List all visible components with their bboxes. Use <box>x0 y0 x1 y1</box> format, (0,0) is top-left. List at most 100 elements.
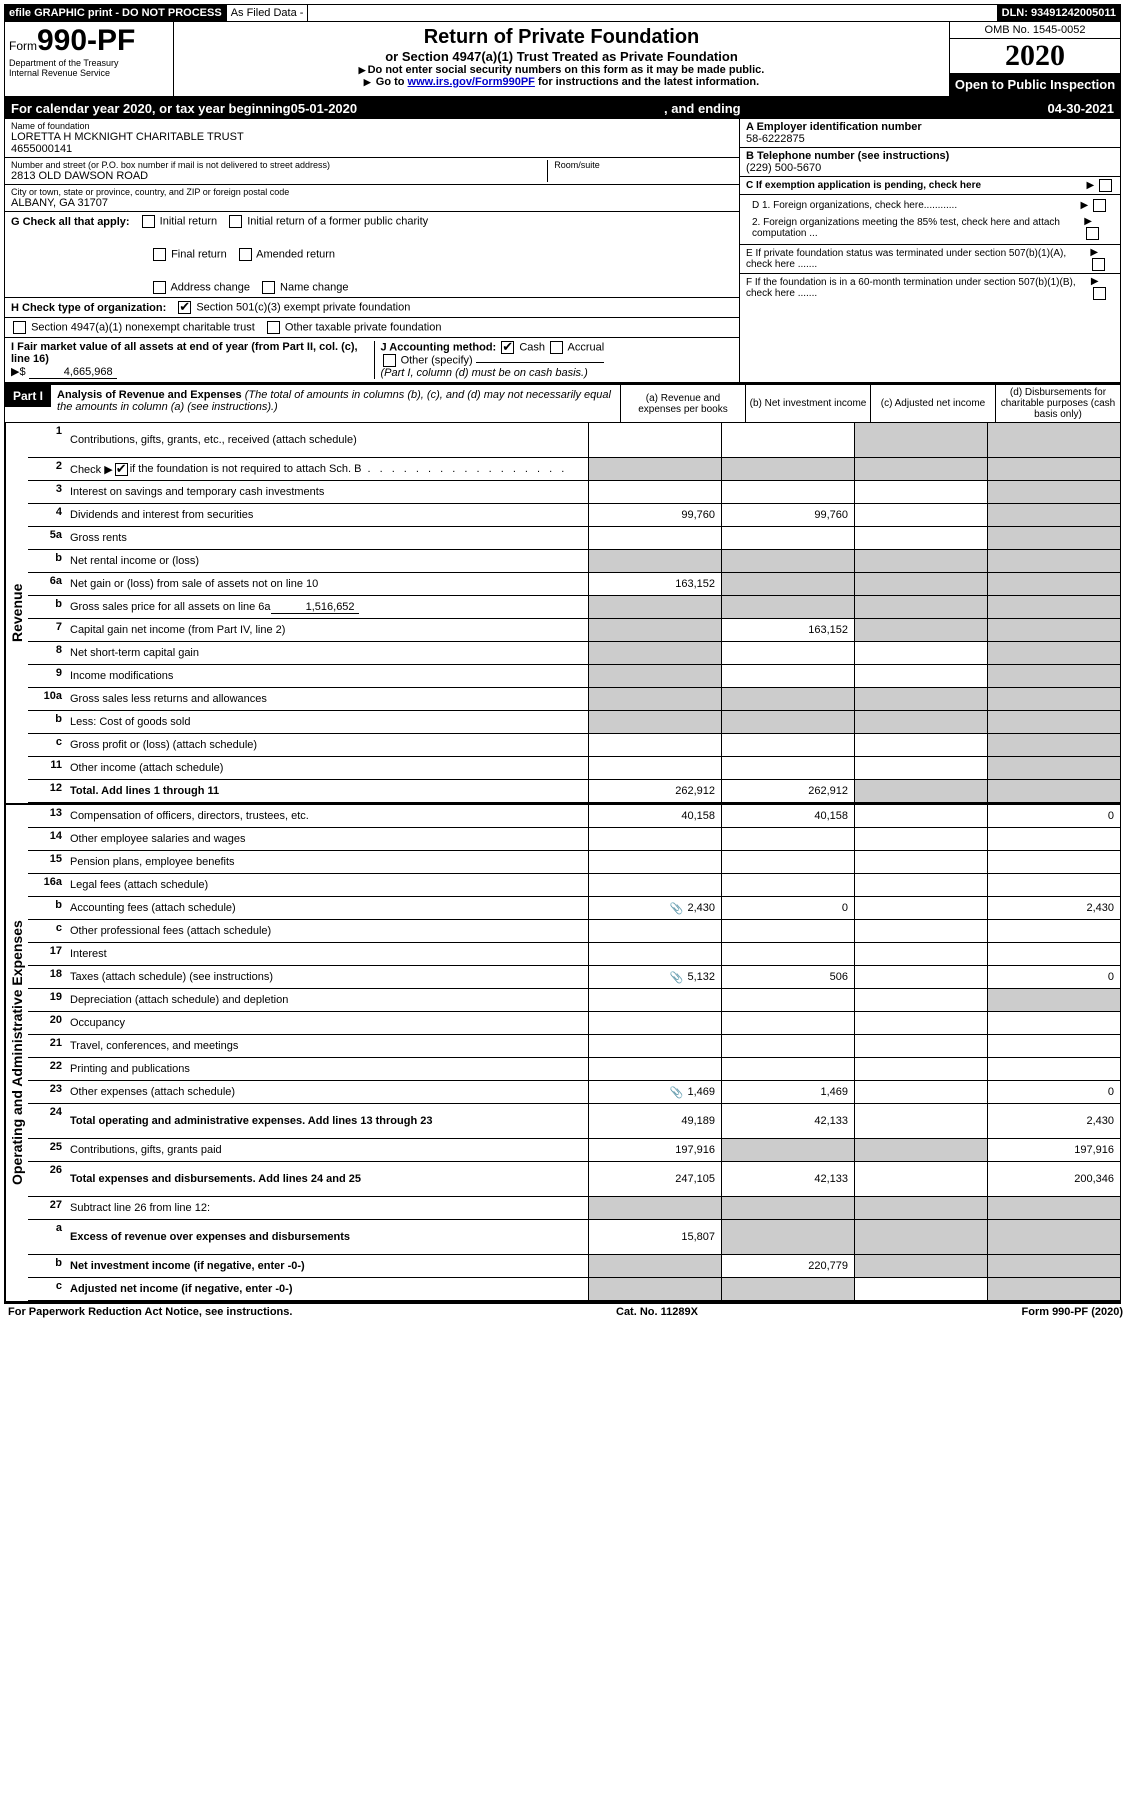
cell-c <box>854 573 987 595</box>
cell-d <box>987 596 1120 618</box>
initial-former-checkbox[interactable] <box>229 215 242 228</box>
cell-b <box>721 1058 854 1080</box>
row-num: 20 <box>28 1012 66 1034</box>
row-num: 14 <box>28 828 66 850</box>
cell-d: 0 <box>987 805 1120 827</box>
col-d-header: (d) Disbursements for charitable purpose… <box>995 385 1120 422</box>
cell-b: 220,779 <box>721 1255 854 1277</box>
cell-d <box>987 481 1120 503</box>
cell-a <box>588 619 721 641</box>
attach-icon[interactable] <box>670 971 688 984</box>
60month-checkbox[interactable] <box>1093 287 1106 300</box>
row-r12: 12Total. Add lines 1 through 11262,91226… <box>28 780 1120 803</box>
final-return-checkbox[interactable] <box>153 248 166 261</box>
row-r13: 13Compensation of officers, directors, t… <box>28 805 1120 828</box>
row-r5b: bNet rental income or (loss) <box>28 550 1120 573</box>
4947a1-checkbox[interactable] <box>13 321 26 334</box>
ein-value: 58-6222875 <box>746 133 805 145</box>
accrual-checkbox[interactable] <box>550 341 563 354</box>
col-b-header: (b) Net investment income <box>745 385 870 422</box>
row-num: 1 <box>28 423 66 457</box>
row-r27a: aExcess of revenue over expenses and dis… <box>28 1220 1120 1255</box>
cell-d: 0 <box>987 966 1120 988</box>
cell-a: 1,469 <box>588 1081 721 1103</box>
top-bar: efile GRAPHIC print - DO NOT PROCESS As … <box>5 5 1120 22</box>
row-desc: Adjusted net income (if negative, enter … <box>66 1278 588 1300</box>
attach-icon[interactable] <box>670 1086 688 1099</box>
name-change-checkbox[interactable] <box>262 281 275 294</box>
cell-b <box>721 734 854 756</box>
cell-b: 262,912 <box>721 780 854 802</box>
attach-icon[interactable] <box>670 902 688 915</box>
row-desc: Subtract line 26 from line 12: <box>66 1197 588 1219</box>
row-desc: Total. Add lines 1 through 11 <box>66 780 588 802</box>
row-num: 2 <box>28 458 66 480</box>
name-cell: Name of foundation LORETTA H MCKNIGHT CH… <box>5 119 739 158</box>
part1-header: Part I Analysis of Revenue and Expenses … <box>5 383 1120 423</box>
form-prefix: Form <box>9 39 37 53</box>
cell-b <box>721 851 854 873</box>
h-label: H Check type of organization: <box>11 302 166 314</box>
as-filed-label: As Filed Data - <box>227 5 309 21</box>
address-change-checkbox[interactable] <box>153 281 166 294</box>
other-specify-input[interactable] <box>476 362 604 363</box>
instructions-link[interactable]: www.irs.gov/Form990PF <box>408 76 535 88</box>
row-num: b <box>28 550 66 572</box>
cell-a <box>588 1012 721 1034</box>
cell-a <box>588 458 721 480</box>
cell-d: 197,916 <box>987 1139 1120 1161</box>
cell-d <box>987 757 1120 779</box>
cell-a <box>588 550 721 572</box>
name-label: Name of foundation <box>11 121 733 131</box>
cell-d <box>987 1012 1120 1034</box>
cell-c <box>854 665 987 687</box>
row-num: 6a <box>28 573 66 595</box>
cell-b <box>721 423 854 457</box>
j-note: (Part I, column (d) must be on cash basi… <box>381 367 588 379</box>
form-header: Form990-PF Department of the Treasury In… <box>5 22 1120 98</box>
row-r11: 11Other income (attach schedule) <box>28 757 1120 780</box>
row-desc: Interest on savings and temporary cash i… <box>66 481 588 503</box>
cal-prefix: For calendar year 2020, or tax year begi… <box>11 101 291 116</box>
col-c-header: (c) Adjusted net income <box>870 385 995 422</box>
top-bar-spacer <box>308 5 997 21</box>
cell-d <box>987 527 1120 549</box>
foreign-org-checkbox[interactable] <box>1093 199 1106 212</box>
row-num: c <box>28 920 66 942</box>
cell-a <box>588 642 721 664</box>
other-taxable-checkbox[interactable] <box>267 321 280 334</box>
row-r25: 25Contributions, gifts, grants paid197,9… <box>28 1139 1120 1162</box>
cell-c <box>854 642 987 664</box>
cell-a <box>588 527 721 549</box>
cell-a <box>588 711 721 733</box>
row-r16c: cOther professional fees (attach schedul… <box>28 920 1120 943</box>
cell-d <box>987 780 1120 802</box>
goto-line: Go to www.irs.gov/Form990PF for instruct… <box>178 76 945 88</box>
d1-label: D 1. Foreign organizations, check here..… <box>752 200 957 211</box>
501c3-checkbox[interactable] <box>178 301 191 314</box>
cell-b <box>721 550 854 572</box>
cash-checkbox[interactable] <box>501 341 514 354</box>
cell-c <box>854 458 987 480</box>
row-r10c: cGross profit or (loss) (attach schedule… <box>28 734 1120 757</box>
row-r1: 1Contributions, gifts, grants, etc., rec… <box>28 423 1120 458</box>
form-title: Return of Private Foundation <box>178 26 945 49</box>
amended-return-checkbox[interactable] <box>239 248 252 261</box>
initial-return-checkbox[interactable] <box>142 215 155 228</box>
revenue-rows: 1Contributions, gifts, grants, etc., rec… <box>28 423 1120 803</box>
cell-a <box>588 920 721 942</box>
cell-b <box>721 527 854 549</box>
cell-b <box>721 943 854 965</box>
cell-b <box>721 1220 854 1254</box>
row-num: 3 <box>28 481 66 503</box>
status-terminated-checkbox[interactable] <box>1092 258 1105 271</box>
row-r20: 20Occupancy <box>28 1012 1120 1035</box>
exemption-pending-checkbox[interactable] <box>1099 179 1112 192</box>
other-method-checkbox[interactable] <box>383 354 396 367</box>
cell-b <box>721 1197 854 1219</box>
f-cell: F If the foundation is in a 60-month ter… <box>740 274 1120 302</box>
row-num: 16a <box>28 874 66 896</box>
cell-b <box>721 573 854 595</box>
foreign-85-checkbox[interactable] <box>1086 227 1099 240</box>
cell-d: 0 <box>987 1081 1120 1103</box>
